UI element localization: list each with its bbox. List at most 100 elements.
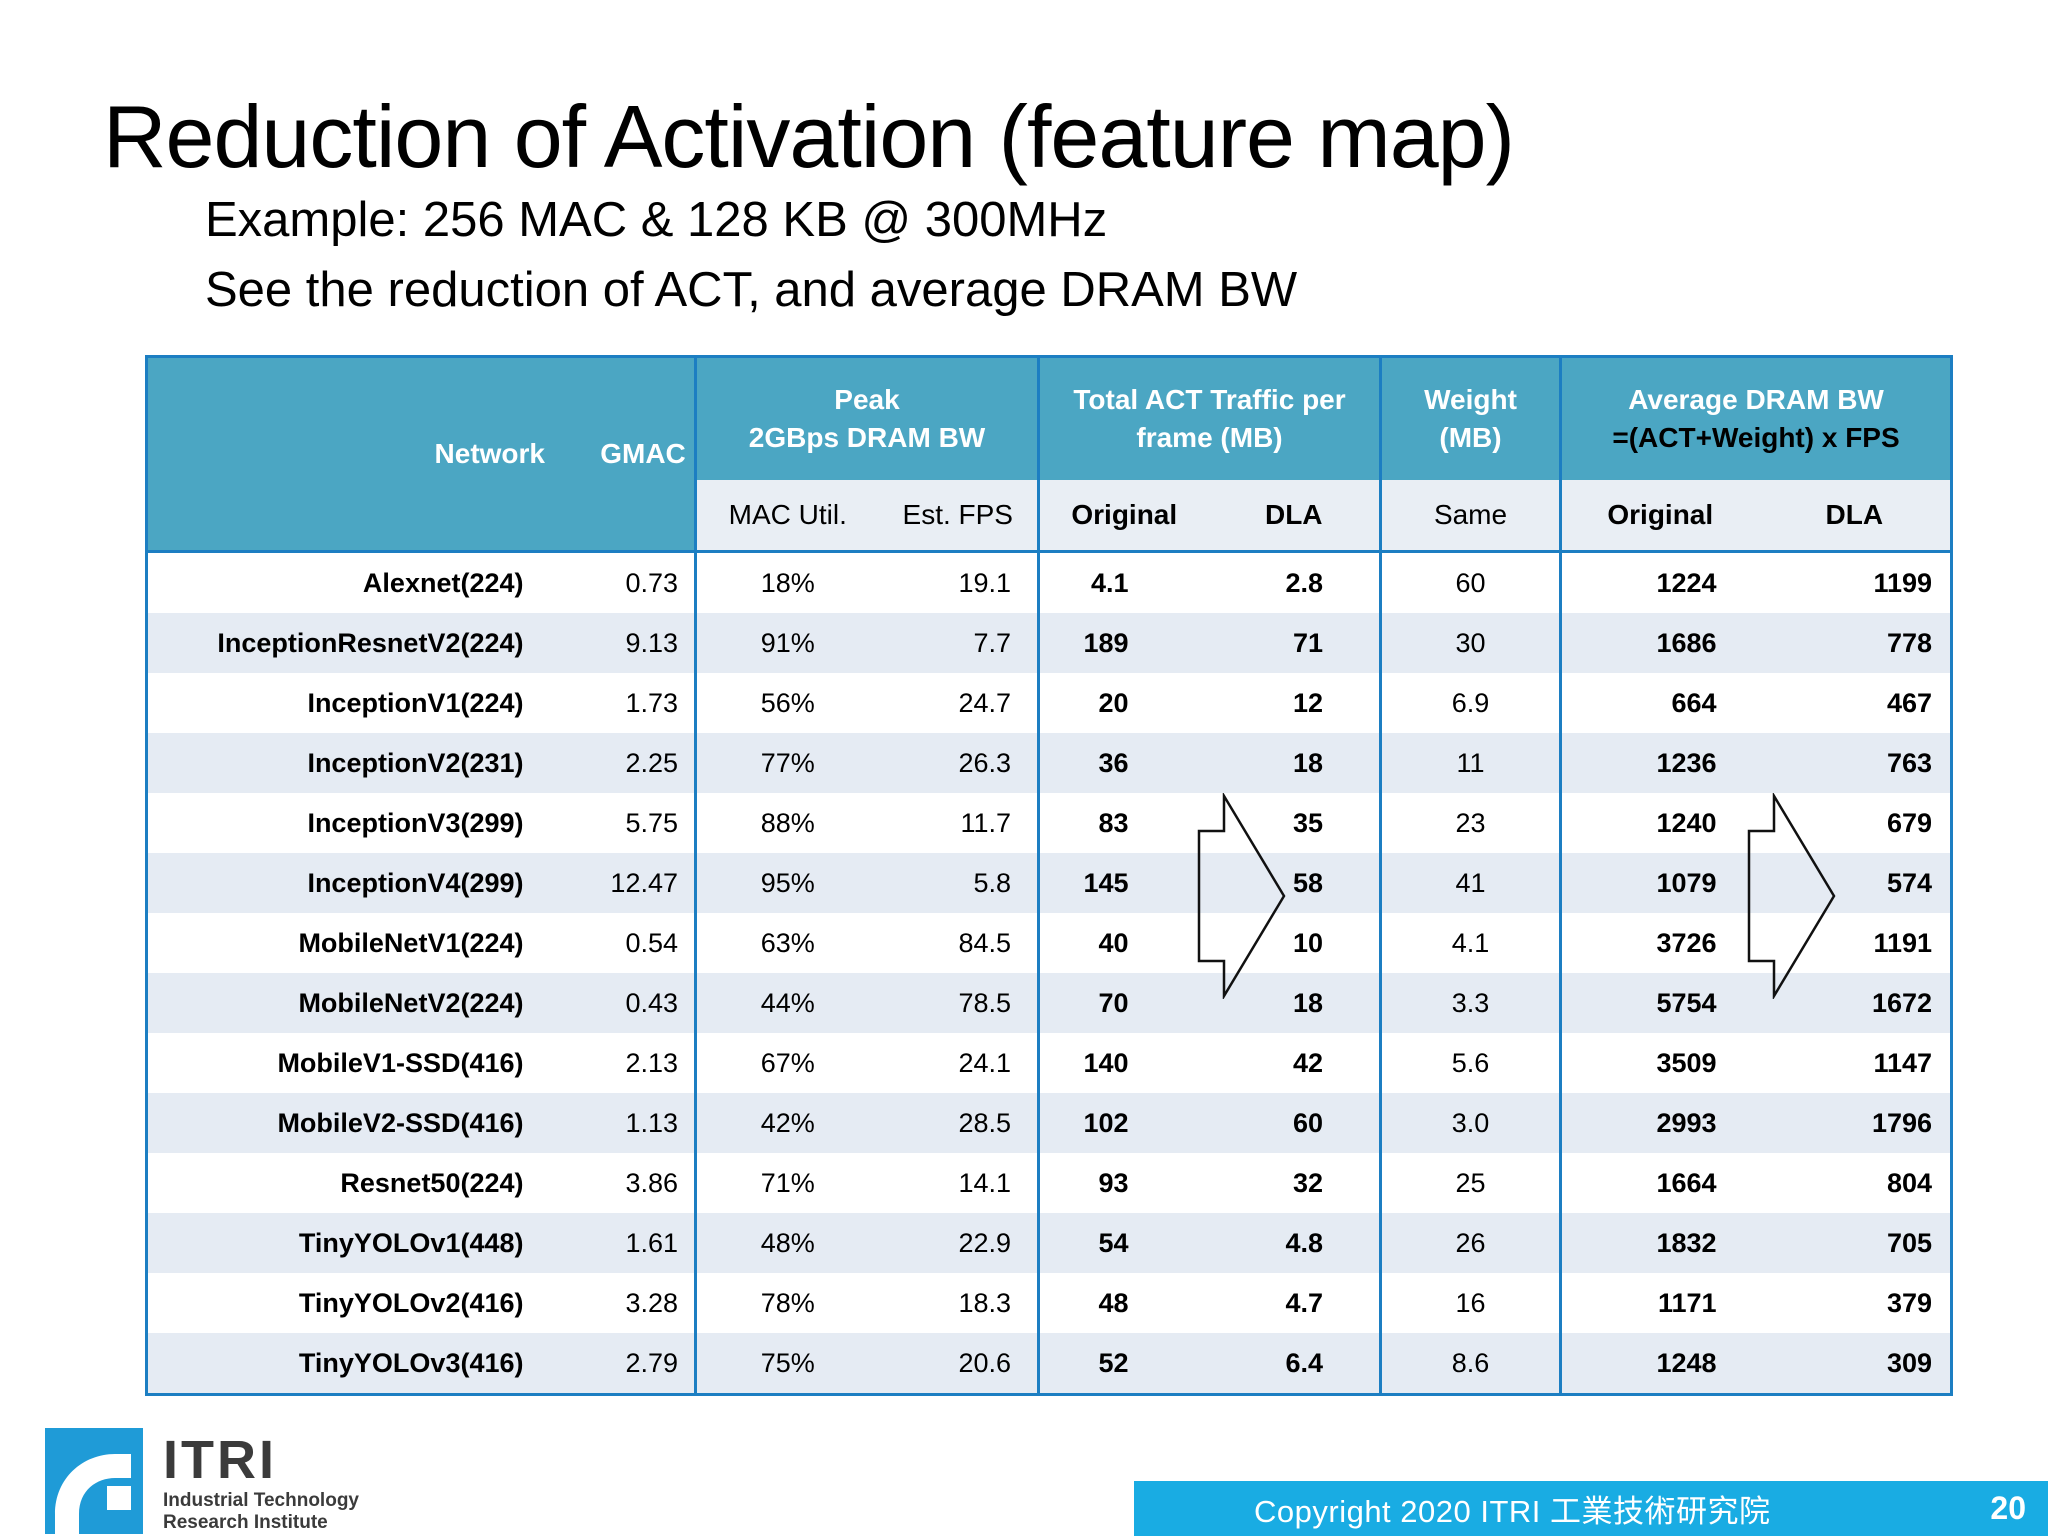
table-row: MobileNetV1(224) 0.54 63% 84.5 40 10 4.1 3726 11…: [147, 913, 1952, 973]
header-weight-line1: Weight: [1424, 384, 1517, 415]
cell-avg-dla: 574: [1758, 853, 1952, 913]
table-row: TinyYOLOv1(448) 1.61 48% 22.9 54 4.8 26 1832 705: [146, 1213, 1952, 1273]
header-weight: Weight (MB): [1380, 356, 1563, 480]
cell-act-dla: 71: [1208, 613, 1383, 673]
cell-network: InceptionV4(299): [146, 853, 544, 913]
cell-network: InceptionV1(224): [307, 687, 524, 718]
header-peak-line2: 2GBps DRAM BW: [748, 422, 986, 453]
cell-avg-dla: 309: [1758, 1333, 1952, 1395]
cell-avg-original: 1224: [1656, 567, 1717, 598]
cell-act-original: 93: [1098, 1167, 1129, 1198]
cell-weight: 3.0: [1380, 1093, 1563, 1153]
cell-est-fps: 11.7: [878, 793, 1041, 853]
table-row: InceptionResnetV2(224) 9.13 91% 7.7 189 71 30 1…: [146, 613, 1952, 673]
cell-est-fps: 20.6: [878, 1333, 1041, 1395]
cell-gmac: 1.13: [543, 1093, 697, 1153]
subheader-avg-original: Original: [1560, 480, 1759, 553]
cell-weight: 8.6: [1380, 1333, 1563, 1395]
cell-weight: 11: [1380, 733, 1563, 793]
cell-mac-util: 77%: [695, 733, 879, 793]
cell-weight: 23: [1380, 793, 1563, 853]
cell-act-original: 145: [1038, 853, 1209, 913]
cell-act-original: 4.1: [1090, 567, 1129, 598]
subheader-act-original: Original: [1038, 480, 1209, 553]
cell-mac-util: 63%: [760, 927, 815, 958]
cell-avg-dla: 1147: [1873, 1047, 1933, 1078]
cell-gmac: 0.73: [543, 551, 697, 613]
cell-act-original: 40: [1098, 927, 1129, 958]
cell-weight: 6.9: [1380, 673, 1563, 733]
cell-est-fps: 14.1: [878, 1153, 1041, 1213]
header-act-traffic: Total ACT Traffic per frame (MB): [1038, 356, 1383, 480]
cell-avg-dla: 379: [1886, 1287, 1933, 1318]
itri-logo-sub-line1: Industrial Technology: [163, 1490, 359, 1511]
cell-weight: 4.1: [1380, 913, 1563, 973]
cell-act-dla: 42: [1208, 1033, 1383, 1093]
cell-mac-util: 56%: [760, 687, 815, 718]
cell-est-fps: 7.7: [878, 613, 1041, 673]
cell-act-dla: 10: [1208, 913, 1383, 973]
cell-network: Alexnet(224): [362, 567, 524, 598]
cell-act-original: 20: [1098, 687, 1129, 718]
reduction-arrow-dram: [1746, 793, 1838, 999]
cell-act-original: 83: [1098, 807, 1129, 838]
cell-gmac: 0.54: [543, 913, 697, 973]
cell-mac-util: 44%: [695, 973, 879, 1033]
cell-gmac: 2.25: [543, 733, 697, 793]
cell-act-dla: 18: [1208, 973, 1383, 1033]
cell-avg-original: 1240: [1656, 807, 1717, 838]
itri-logo-name: ITRI: [163, 1430, 277, 1490]
cell-avg-dla: 763: [1758, 733, 1952, 793]
cell-gmac: 5.75: [543, 793, 697, 853]
cell-est-fps: 26.3: [878, 733, 1041, 793]
header-act-line2: frame (MB): [1136, 422, 1283, 453]
table-row: InceptionV1(224) 1.73 56% 24.7 20 12 6.9 664 467: [147, 673, 1952, 733]
header-network-gmac: Network GMAC: [146, 356, 697, 553]
cell-act-original: 52: [1038, 1333, 1209, 1395]
subheader-weight-same: Same: [1380, 480, 1563, 553]
slide-subtitle: Example: 256 MAC & 128 KB @ 300MHz See t…: [205, 185, 1297, 325]
cell-avg-original: 1171: [1657, 1287, 1717, 1318]
itri-logo-subtitle: Industrial Technology Research Institute: [163, 1490, 359, 1534]
cell-act-dla: 6.4: [1208, 1333, 1383, 1395]
cell-weight: 41: [1380, 853, 1563, 913]
cell-mac-util: 48%: [695, 1213, 879, 1273]
cell-weight: 16: [1380, 1273, 1563, 1333]
table-row: TinyYOLOv3(416) 2.79 75% 20.6 52 6.4 8.6 1248 30…: [146, 1333, 1952, 1395]
table-row: TinyYOLOv2(416) 3.28 78% 18.3 48 4.7 16 1171 379: [147, 1273, 1952, 1333]
cell-act-original: 140: [1083, 1047, 1129, 1078]
cell-weight: 30: [1380, 613, 1563, 673]
cell-network: MobileV1-SSD(416): [277, 1047, 524, 1078]
cell-gmac: 1.73: [543, 673, 697, 733]
cell-mac-util: 88%: [760, 807, 815, 838]
cell-avg-dla: 467: [1886, 687, 1933, 718]
header-average-dram-bw: Average DRAM BW =(ACT+Weight) x FPS: [1560, 356, 1952, 480]
cell-est-fps: 18.3: [878, 1273, 1041, 1333]
cell-mac-util: 91%: [695, 613, 879, 673]
cell-act-original: 54: [1038, 1213, 1209, 1273]
cell-avg-dla: 705: [1758, 1213, 1952, 1273]
cell-act-dla: 58: [1208, 853, 1383, 913]
itri-logo-text: ITRI Industrial Technology Research Inst…: [163, 1428, 359, 1534]
results-table: Network GMAC Peak 2GBps DRAM BW Total AC…: [145, 355, 1954, 1396]
table-row: InceptionV4(299) 12.47 95% 5.8 145 58 41 1079 57…: [146, 853, 1952, 913]
cell-weight: 5.6: [1380, 1033, 1563, 1093]
cell-act-dla: 4.7: [1208, 1273, 1383, 1333]
cell-weight: 25: [1380, 1153, 1563, 1213]
cell-avg-original: 1079: [1560, 853, 1759, 913]
cell-est-fps: 19.1: [878, 551, 1041, 613]
cell-act-original: 48: [1098, 1287, 1129, 1318]
cell-act-dla: 18: [1208, 733, 1383, 793]
cell-mac-util: 67%: [760, 1047, 815, 1078]
cell-est-fps: 84.5: [878, 913, 1041, 973]
cell-act-dla: 60: [1208, 1093, 1383, 1153]
cell-mac-util: 75%: [695, 1333, 879, 1395]
subheader-est-fps: Est. FPS: [878, 480, 1041, 553]
cell-weight: 3.3: [1380, 973, 1563, 1033]
cell-act-dla: 35: [1208, 793, 1383, 853]
cell-mac-util: 78%: [760, 1287, 815, 1318]
cell-avg-original: 1686: [1560, 613, 1759, 673]
cell-avg-dla: 1191: [1873, 927, 1933, 958]
cell-avg-original: 1664: [1656, 1167, 1717, 1198]
cell-network: Resnet50(224): [340, 1167, 524, 1198]
